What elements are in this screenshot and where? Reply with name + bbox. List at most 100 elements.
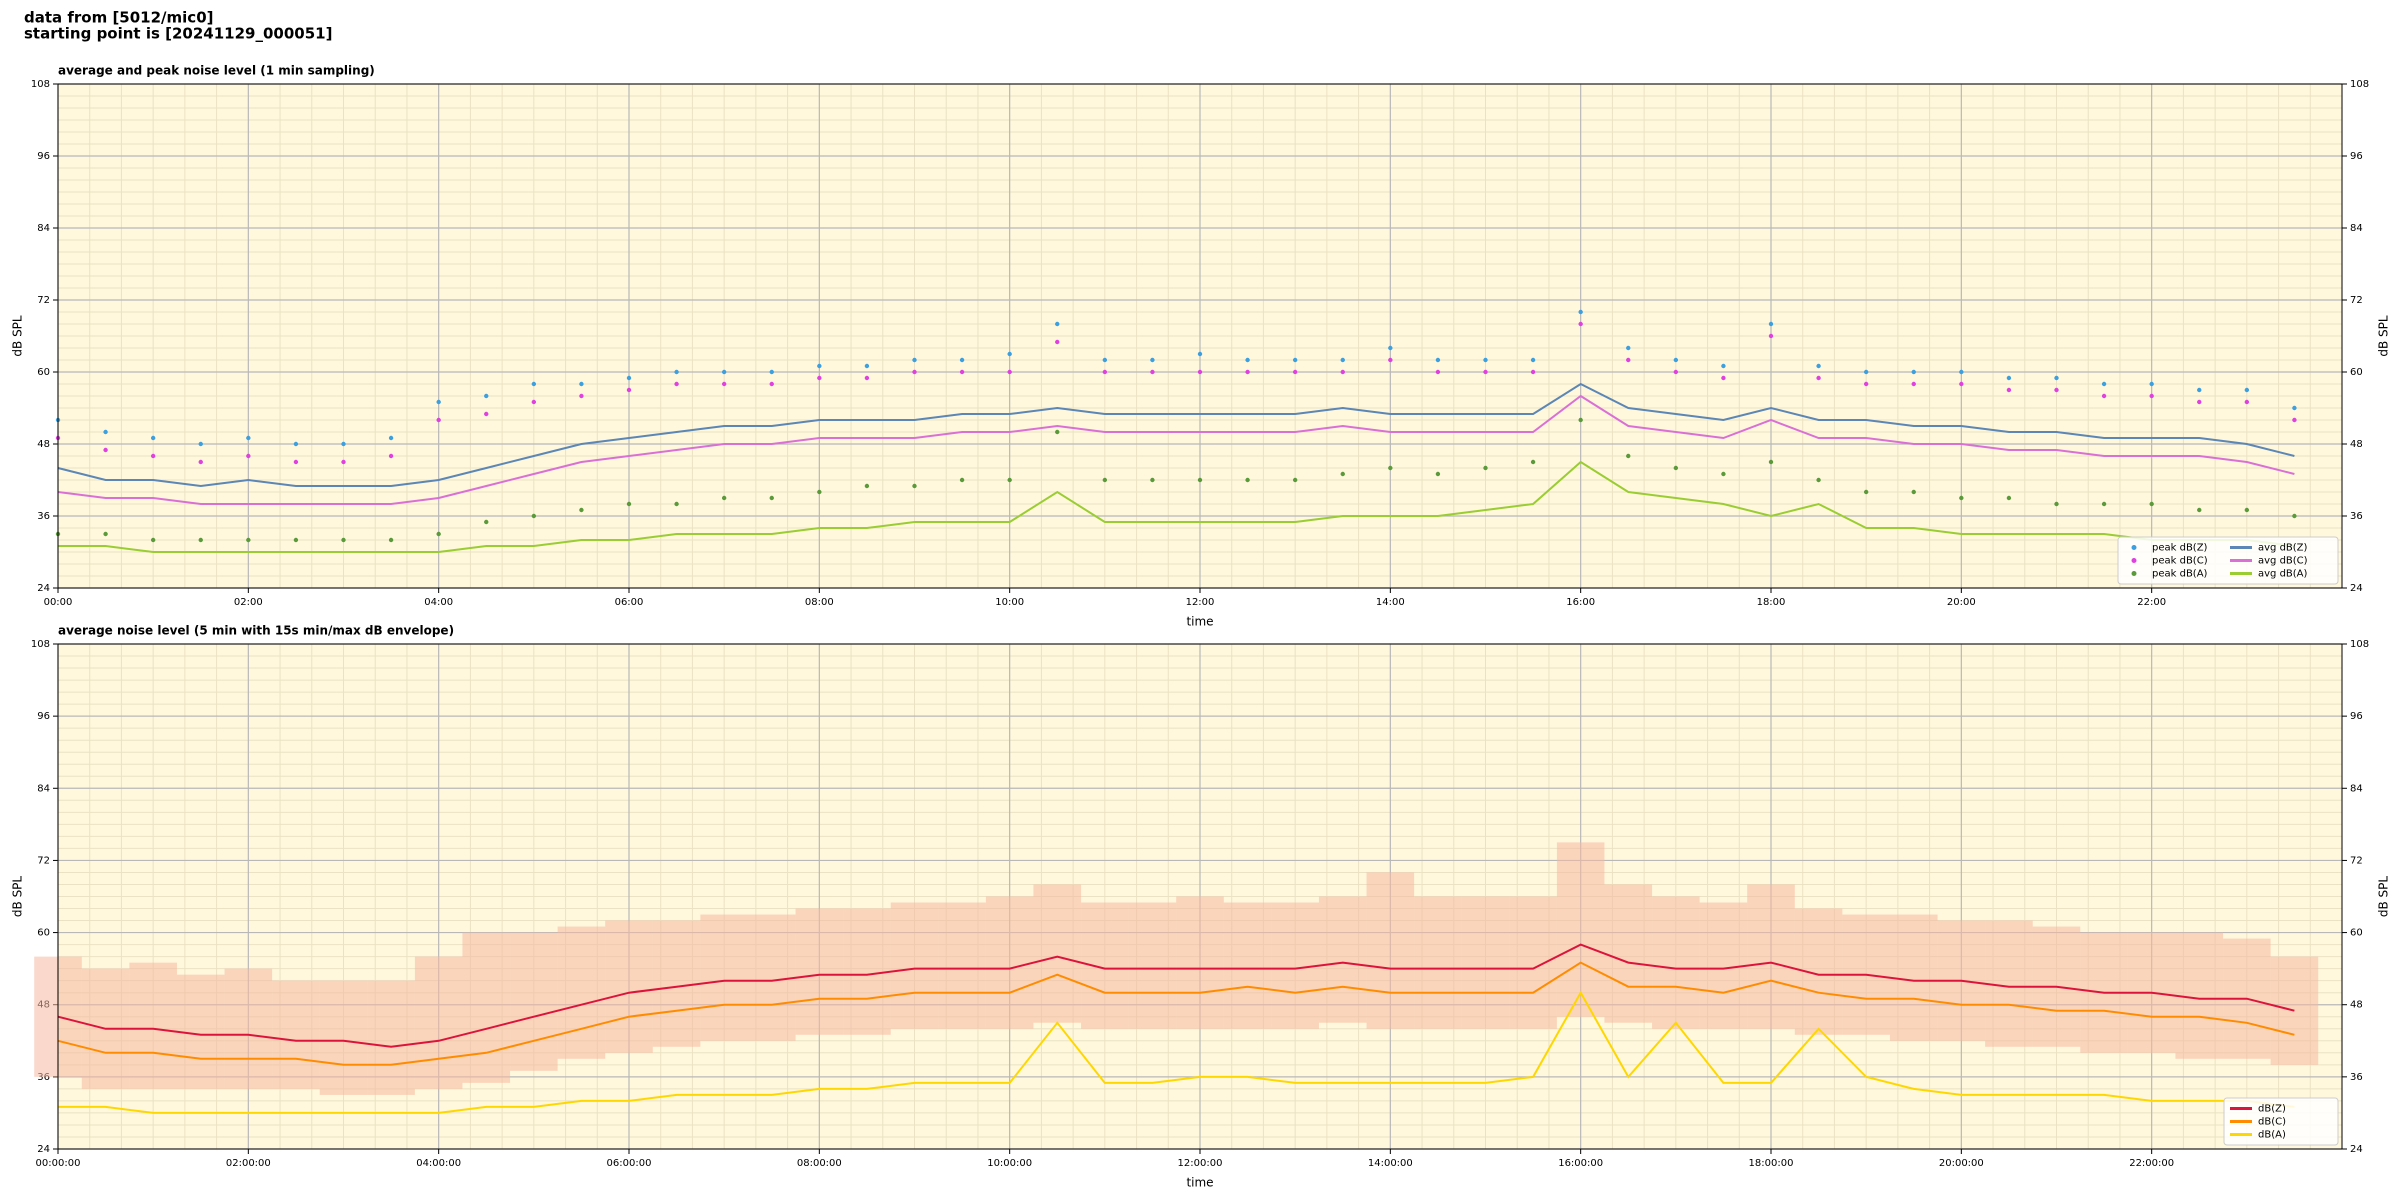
peak-point (198, 459, 203, 465)
y-tick-label: 60 (37, 928, 50, 939)
peak-point (1197, 369, 1203, 375)
peak-point (1197, 477, 1203, 483)
peak-point (674, 501, 679, 507)
peak-point (1673, 369, 1679, 375)
y-axis-label: dB SPL (11, 315, 25, 357)
peak-point (2244, 387, 2250, 393)
peak-point (864, 375, 870, 381)
peak-point (246, 453, 251, 459)
envelope-band (1128, 902, 1177, 1029)
x-axis-label: time (1186, 1176, 1213, 1190)
peak-point (1292, 369, 1298, 375)
peak-point (2197, 387, 2202, 393)
legend-box (2117, 536, 2339, 585)
peak-point (2101, 501, 2107, 507)
peak-point (674, 381, 679, 387)
peak-point (1197, 351, 1203, 357)
chart-title: average noise level (5 min with 15s min/… (58, 624, 454, 638)
peak-point (626, 501, 632, 507)
y-tick-label: 84 (37, 223, 50, 234)
peak-point (246, 435, 251, 441)
x-tick-label: 22:00 (2137, 597, 2166, 608)
x-tick-label: 08:00:00 (797, 1158, 842, 1169)
legend-label: peak dB(Z) (2152, 543, 2208, 554)
peak-point (1959, 381, 1964, 387)
envelope-band (1604, 884, 1653, 1023)
peak-point (912, 369, 917, 375)
y-tick-label: 96 (37, 151, 50, 162)
peak-point (959, 477, 965, 483)
peak-point (626, 375, 632, 381)
peak-point (388, 453, 394, 459)
peak-point (103, 531, 108, 537)
peak-point (1102, 357, 1108, 363)
peak-point (1911, 489, 1916, 495)
legend-box (2223, 1097, 2339, 1146)
peak-point (1530, 369, 1536, 375)
peak-point (1292, 477, 1298, 483)
y-tick-label: 84 (37, 783, 50, 794)
y2-tick-label: 108 (2350, 79, 2369, 90)
peak-point (1435, 471, 1441, 477)
header-line: data from [5012/mic0] (24, 9, 214, 27)
envelope-band (1794, 908, 1843, 1035)
peak-point (1863, 381, 1869, 387)
peak-point (721, 381, 727, 387)
peak-point (626, 387, 632, 393)
x-tick-label: 04:00 (424, 597, 453, 608)
legend-label: avg dB(A) (2258, 569, 2308, 580)
peak-point (2054, 375, 2059, 381)
peak-point (1626, 453, 1631, 459)
envelope-band (1081, 902, 1129, 1029)
envelope-band (1414, 896, 1462, 1029)
x-tick-label: 18:00 (1757, 597, 1786, 608)
y2-tick-label: 72 (2350, 855, 2363, 866)
envelope-band (795, 908, 844, 1035)
x-tick-label: 18:00:00 (1749, 1158, 1794, 1169)
peak-point (436, 417, 441, 423)
peak-point (912, 483, 917, 489)
peak-point (1578, 321, 1583, 327)
y2-tick-label: 36 (2350, 1072, 2363, 1083)
peak-point (293, 537, 299, 543)
envelope-band (510, 932, 558, 1071)
peak-point (1435, 357, 1441, 363)
legend-marker (2131, 545, 2137, 550)
peak-point (1055, 429, 1060, 435)
peak-point (674, 369, 679, 375)
peak-point (1959, 495, 1964, 501)
y2-tick-label: 72 (2350, 295, 2363, 306)
peak-point (1959, 369, 1964, 375)
envelope-band (1747, 884, 1795, 1029)
peak-point (1007, 477, 1012, 483)
peak-point (1388, 345, 1393, 351)
peak-point (1483, 465, 1488, 471)
legend-marker (2131, 558, 2137, 563)
envelope-band (224, 968, 273, 1089)
envelope-band (985, 896, 1034, 1029)
peak-point (2292, 405, 2297, 411)
peak-point (1340, 369, 1345, 375)
y2-tick-label: 108 (2350, 639, 2369, 650)
peak-point (150, 435, 156, 441)
peak-point (1578, 309, 1583, 315)
x-tick-label: 00:00 (44, 597, 73, 608)
y2-tick-label: 48 (2350, 1000, 2363, 1011)
peak-point (2054, 501, 2059, 507)
x-tick-label: 02:00:00 (226, 1158, 271, 1169)
peak-point (1102, 369, 1108, 375)
x-tick-label: 00:00:00 (36, 1158, 81, 1169)
peak-point (2101, 393, 2107, 399)
y2-tick-label: 96 (2350, 151, 2363, 162)
x-tick-label: 10:00:00 (987, 1158, 1032, 1169)
peak-point (2197, 399, 2202, 405)
peak-point (579, 381, 584, 387)
envelope-band (1461, 896, 1510, 1029)
peak-point (150, 453, 156, 459)
envelope-band (700, 914, 748, 1041)
peak-point (1435, 369, 1441, 375)
y2-tick-label: 84 (2350, 223, 2363, 234)
peak-point (769, 369, 774, 375)
